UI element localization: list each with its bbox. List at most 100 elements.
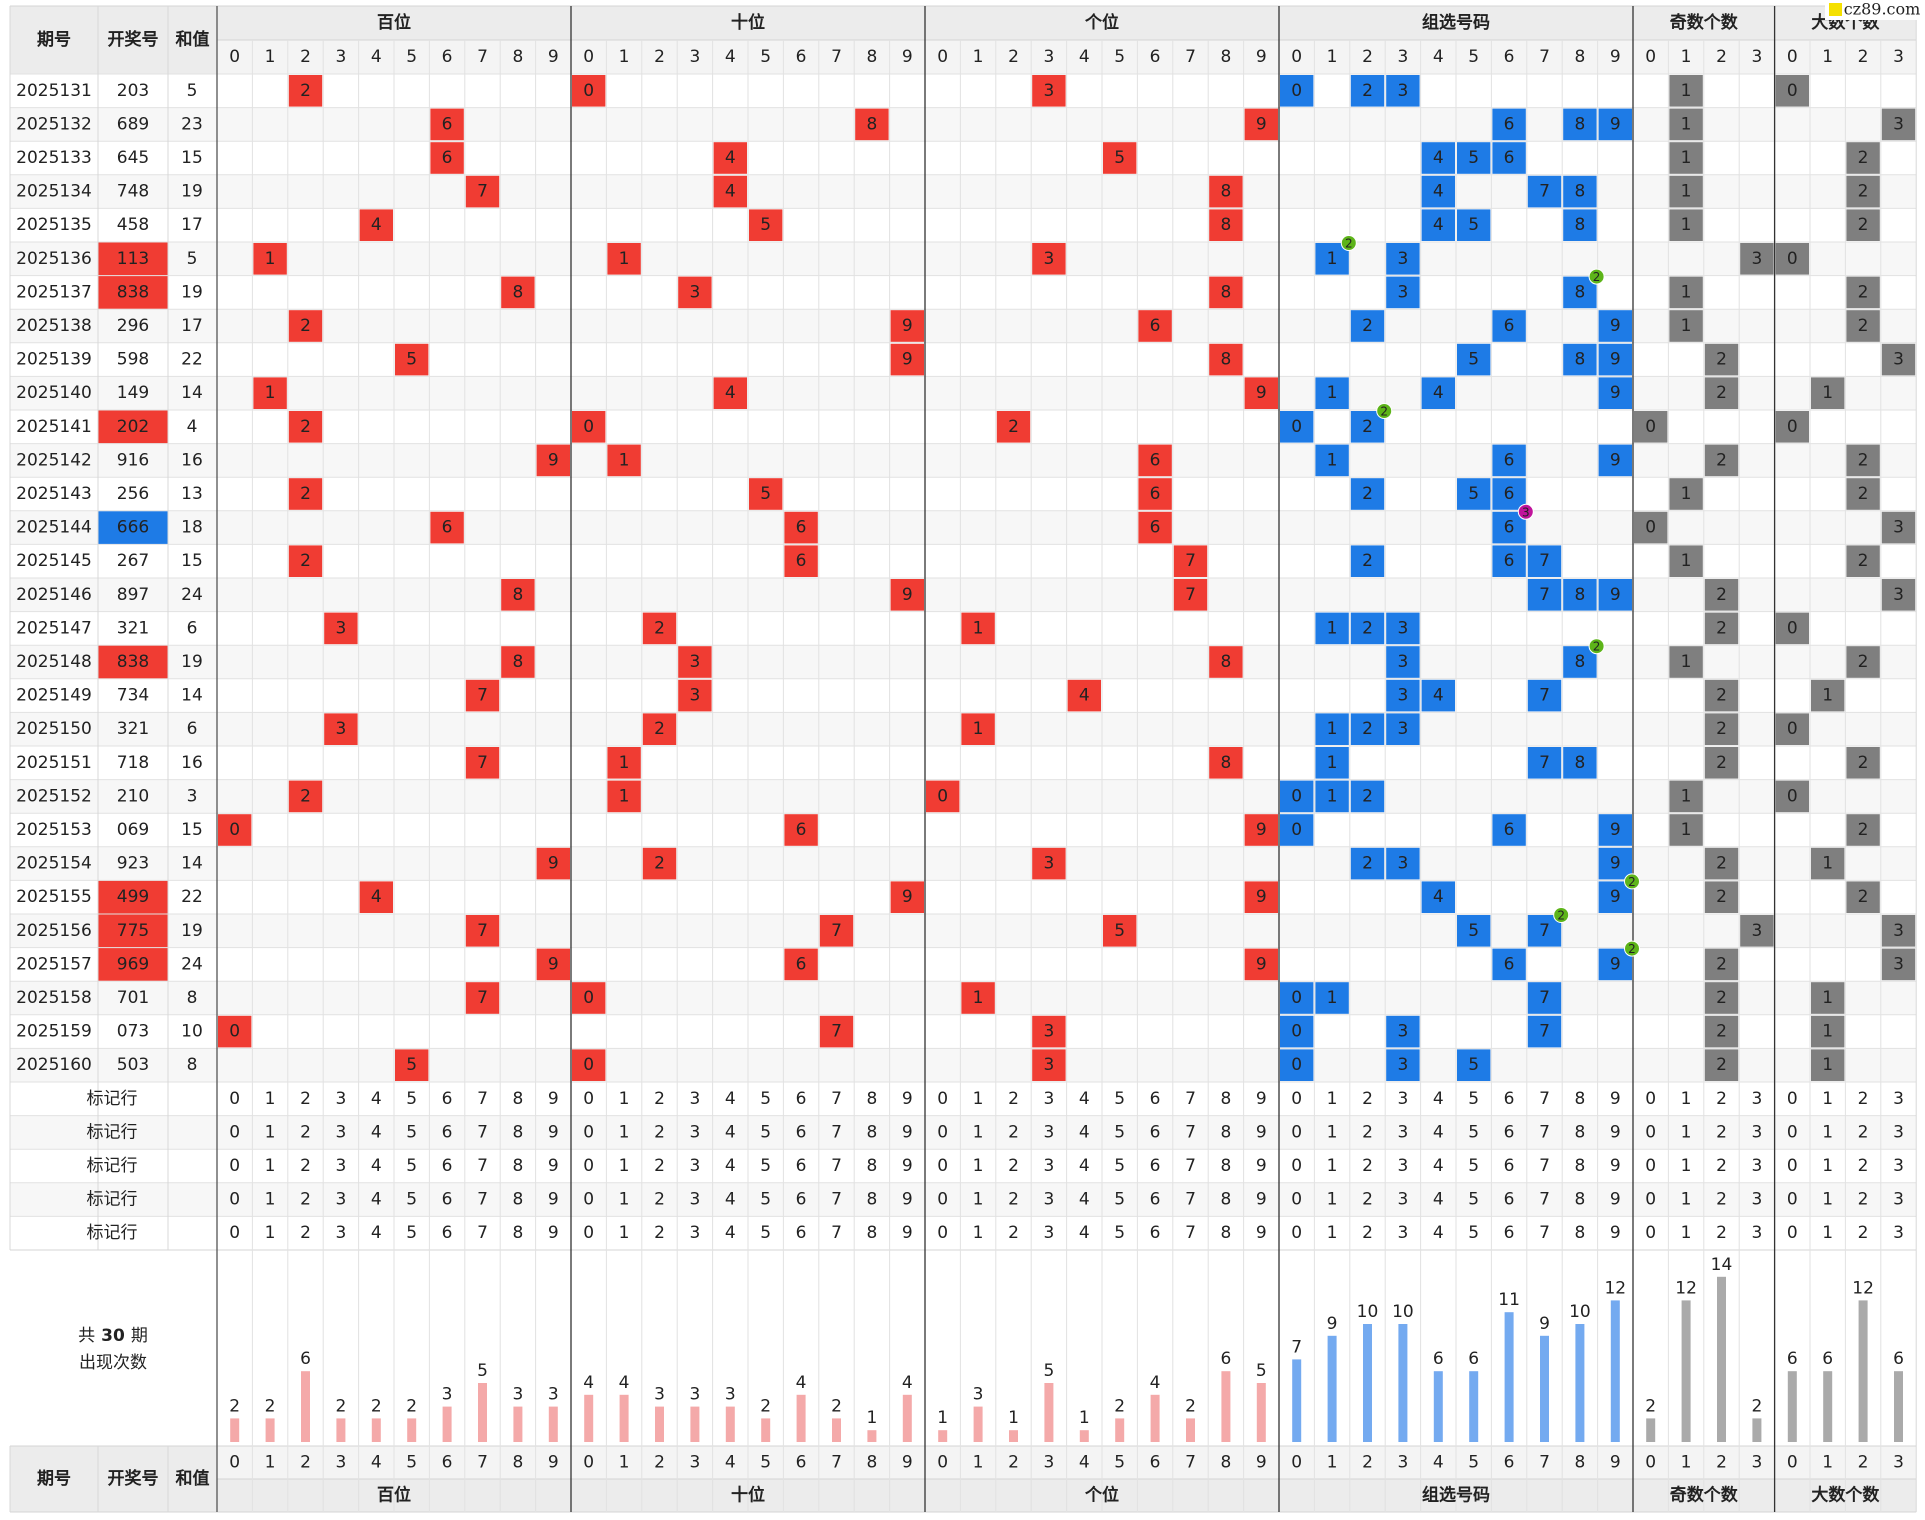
digit-header: 9 (1256, 47, 1267, 67)
digit-footer: 0 (229, 1453, 240, 1473)
trend-box (1563, 579, 1597, 611)
trend-box (961, 713, 995, 745)
marker-digit: 7 (831, 1223, 842, 1243)
trend-box (1492, 444, 1526, 477)
count-label: 4 (796, 1373, 807, 1393)
trend-box-label: 2 (1858, 652, 1869, 672)
marker-digit: 7 (1539, 1089, 1550, 1109)
marker-digit: 6 (1150, 1223, 1161, 1243)
repeat-badge (1553, 907, 1570, 923)
trend-box (288, 780, 323, 813)
trend-box-label: 7 (1539, 921, 1550, 941)
trend-box-label: 7 (831, 1022, 842, 1042)
trend-box (1457, 142, 1491, 174)
trend-box (536, 847, 570, 880)
trend-box-label: 2 (1362, 316, 1373, 336)
digit-header: 1 (1681, 47, 1692, 67)
trend-box (1704, 377, 1739, 409)
trend-box (1032, 1015, 1066, 1048)
marker-digit: 2 (1858, 1089, 1869, 1109)
marker-digit: 0 (1291, 1223, 1302, 1243)
marker-digit: 2 (1716, 1156, 1727, 1176)
row-bg (10, 376, 1917, 410)
marker-digit: 0 (1291, 1156, 1302, 1176)
marker-digit: 2 (300, 1089, 311, 1109)
marker-digit: 6 (796, 1223, 807, 1243)
trend-box-label: 2 (1362, 719, 1373, 739)
sum: 19 (181, 282, 203, 302)
digit-header: 1 (1327, 47, 1338, 67)
digit-footer: 7 (831, 1453, 842, 1473)
trend-box (1492, 108, 1526, 141)
draw-number: 458 (117, 215, 149, 235)
issue: 2025146 (16, 585, 92, 605)
trend-box (1421, 209, 1455, 241)
trend-box (1669, 209, 1703, 241)
trend-box (996, 411, 1031, 443)
trend-box (1492, 948, 1526, 981)
marker-digit: 2 (1362, 1156, 1373, 1176)
trend-box-label: 2 (1858, 148, 1869, 168)
trend-box (1386, 1015, 1420, 1048)
trend-box-label: 1 (1822, 854, 1833, 874)
trend-box-label: 9 (1256, 383, 1267, 403)
trend-box (749, 478, 783, 510)
marker-digit: 8 (866, 1089, 877, 1109)
trend-box (890, 881, 924, 913)
trend-box (1669, 175, 1703, 208)
trend-box (1775, 243, 1809, 275)
marker-digit: 1 (265, 1190, 276, 1210)
marker-digit: 3 (1397, 1190, 1408, 1210)
marker-digit: 2 (1716, 1089, 1727, 1109)
trend-box (1350, 310, 1385, 342)
trend-box-label: 6 (1504, 518, 1515, 538)
trend-box-label: 2 (1858, 316, 1869, 336)
trend-box-label: 2 (1716, 618, 1727, 638)
count-label: 3 (725, 1385, 736, 1405)
group-header: 百位 (377, 12, 411, 33)
marker-digit: 5 (406, 1089, 417, 1109)
marker-digit: 4 (1079, 1089, 1090, 1109)
count-bar (407, 1418, 417, 1442)
trend-box-label: 9 (1610, 820, 1621, 840)
marker-row-bg (10, 1216, 1917, 1250)
marker-digit: 0 (1291, 1089, 1302, 1109)
count-bar (1469, 1371, 1479, 1442)
column-header: 和值 (176, 29, 210, 50)
trend-box (288, 75, 323, 107)
count-label: 1 (866, 1408, 877, 1428)
issue: 2025143 (16, 484, 92, 504)
trend-box (1457, 343, 1491, 376)
trend-box-label: 9 (548, 450, 559, 470)
marker-digit: 2 (1008, 1156, 1019, 1176)
digit-footer: 5 (406, 1453, 417, 1473)
column-footer: 期号 (37, 1469, 71, 1489)
trend-box (1669, 310, 1703, 342)
draw-number: 701 (117, 988, 149, 1008)
trend-box-label: 3 (1397, 282, 1408, 302)
trend-box-label: 1 (1327, 988, 1338, 1008)
trend-box-label: 2 (1716, 719, 1727, 739)
group-header: 组选号码 (1422, 12, 1490, 33)
marker-digit: 4 (1079, 1156, 1090, 1176)
trend-box-label: 3 (1397, 1055, 1408, 1075)
marker-digit: 3 (1751, 1190, 1762, 1210)
sum: 16 (181, 753, 203, 773)
trend-box-label: 1 (1327, 719, 1338, 739)
trend-box-label: 6 (1150, 450, 1161, 470)
trend-box-label: 7 (477, 753, 488, 773)
digit-footer: 0 (1645, 1453, 1656, 1473)
trend-box-label: 7 (1539, 585, 1550, 605)
trend-box-label: 9 (1256, 887, 1267, 907)
draw-number: 499 (117, 887, 149, 907)
digit-header: 9 (902, 47, 913, 67)
marker-digit: 7 (477, 1089, 488, 1109)
marker-digit: 4 (1079, 1122, 1090, 1142)
marker-digit: 0 (583, 1122, 594, 1142)
draw-number: 149 (117, 383, 149, 403)
count-label: 10 (1392, 1302, 1414, 1322)
count-bar (371, 1418, 381, 1442)
trend-box (253, 243, 287, 275)
marker-digit: 4 (371, 1122, 382, 1142)
digit-header: 1 (1822, 47, 1833, 67)
